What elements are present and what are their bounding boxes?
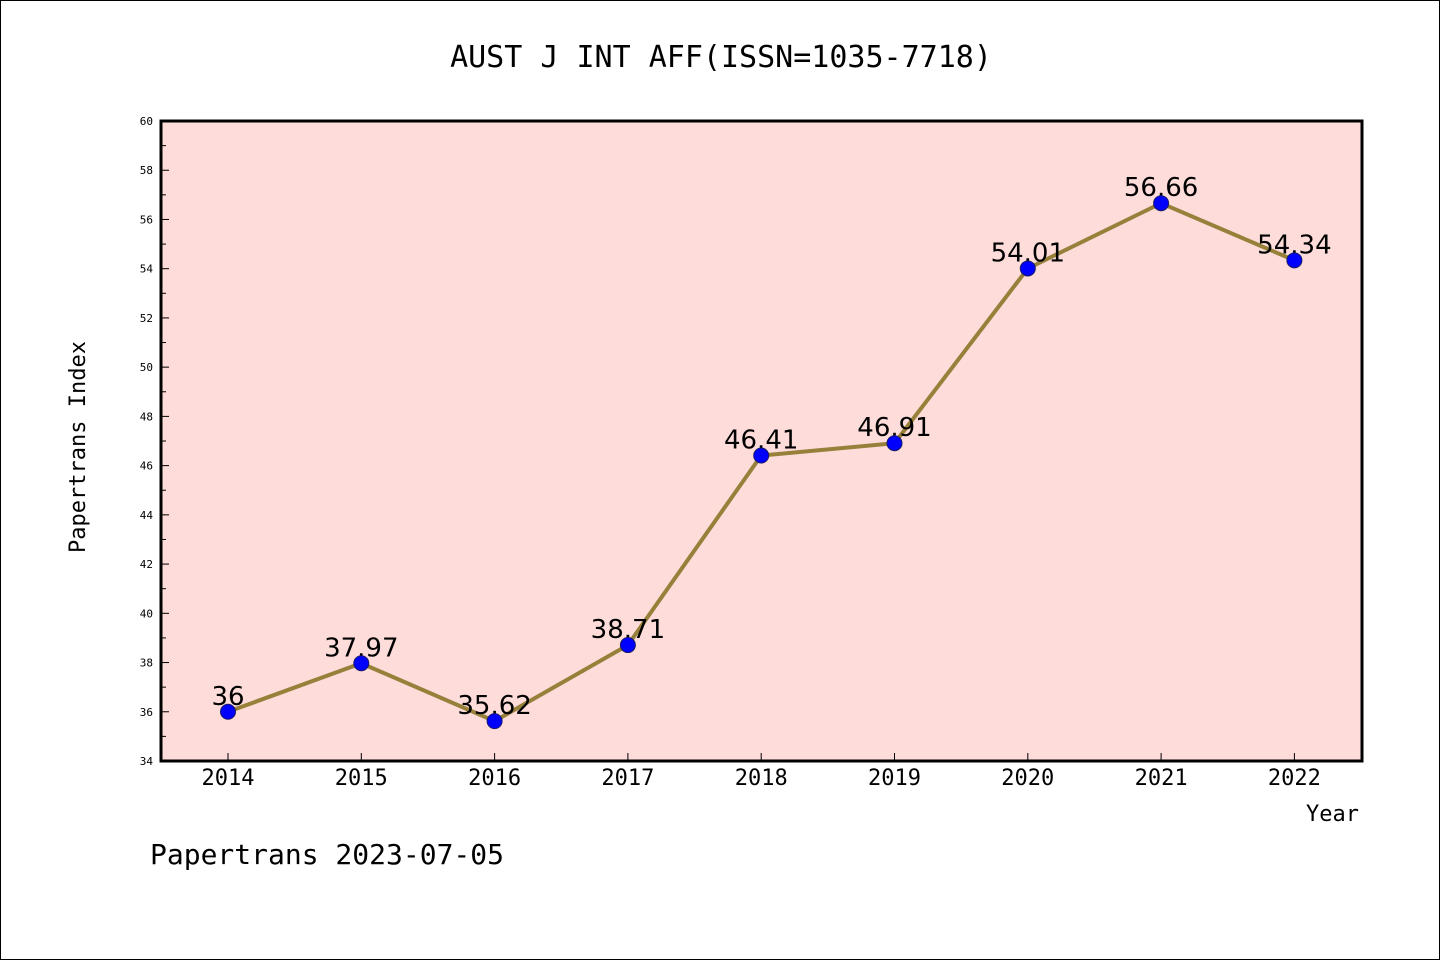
x-tick-label: 2015	[335, 766, 388, 791]
y-tick-label: 36	[140, 706, 153, 719]
x-tick-label: 2014	[202, 766, 255, 791]
plot-border	[159, 119, 1364, 763]
y-tick-label: 46	[140, 460, 153, 473]
y-tick-label: 38	[140, 657, 153, 670]
y-tick-label: 50	[140, 361, 153, 374]
y-tick-label: 60	[140, 115, 153, 128]
data-point	[619, 637, 636, 654]
data-point	[1019, 260, 1036, 277]
data-point	[486, 713, 503, 730]
x-tick-label: 2018	[735, 766, 788, 791]
footer-text: Papertrans 2023-07-05	[150, 838, 504, 871]
x-tick-label: 2017	[601, 766, 654, 791]
x-tick-label: 2020	[1001, 766, 1054, 791]
data-point	[1153, 195, 1170, 212]
y-axis-label: Papertrans Index	[66, 341, 91, 553]
x-tick-label: 2021	[1135, 766, 1188, 791]
y-tick-label: 56	[140, 213, 153, 226]
plot-area	[161, 121, 1362, 761]
y-tick-label: 42	[140, 558, 153, 571]
y-tick-label: 48	[140, 410, 153, 423]
chart-title: AUST J INT AFF(ISSN=1035-7718)	[450, 40, 992, 75]
data-point	[753, 447, 770, 464]
x-tick-label: 2022	[1268, 766, 1321, 791]
y-tick-label: 54	[140, 263, 154, 276]
y-tick-label: 58	[140, 164, 153, 177]
data-point	[220, 703, 236, 720]
y-tick-label: 52	[140, 312, 153, 325]
data-point	[886, 435, 903, 452]
data-point	[1286, 252, 1303, 269]
data-point	[353, 655, 370, 672]
x-tick-label: 2019	[868, 766, 921, 791]
x-axis: 2014 2015 2016 2017 2018 2019 2020 2021 2022	[202, 753, 1321, 791]
y-tick-label: 34	[140, 755, 154, 768]
x-axis-label: Year	[1306, 802, 1359, 827]
x-tick-label: 2016	[468, 766, 521, 791]
y-tick-label: 40	[140, 607, 153, 620]
y-tick-label: 44	[140, 509, 154, 522]
y-axis: 34 36 38 40 42 44 46 48 50 52 54 56 58 60	[140, 115, 169, 768]
